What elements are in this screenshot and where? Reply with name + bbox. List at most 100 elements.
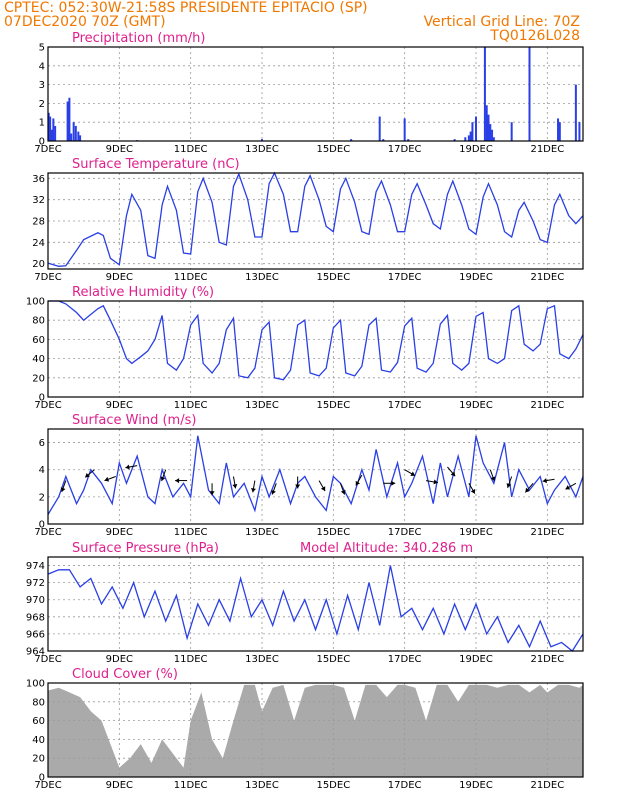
wind-arrow xyxy=(404,469,416,477)
cloud-ytick-label: 100 xyxy=(26,679,45,690)
precip-bar xyxy=(485,105,488,141)
cloud-frame xyxy=(47,682,584,778)
precip-xtick-label: 13DEC xyxy=(245,144,279,155)
wind-arrow-head xyxy=(506,483,512,488)
rh-xtick-label: 19DEC xyxy=(459,400,493,411)
temp-ytick-label: 36 xyxy=(32,174,45,185)
pressure-xtick-label: 19DEC xyxy=(459,654,493,665)
wind-arrow xyxy=(160,469,167,482)
pressure-xtick-label: 13DEC xyxy=(245,654,279,665)
precip-bar xyxy=(487,114,490,141)
precip-xtick-label: 17DEC xyxy=(388,144,422,155)
wind-arrow xyxy=(468,483,476,494)
precip-bar xyxy=(528,47,531,141)
cloud-xtick-label: 7DEC xyxy=(34,780,61,791)
wind-arrow-head xyxy=(175,478,180,484)
rh-xtick-label: 11DEC xyxy=(174,400,208,411)
pressure-ytick-label: 968 xyxy=(26,612,45,623)
wind-ytick-label: 0 xyxy=(39,520,45,531)
wind-arrow xyxy=(84,469,95,478)
temp-ytick-label: 24 xyxy=(32,238,45,249)
pressure-xtick-label: 15DEC xyxy=(316,654,350,665)
precip-bar xyxy=(261,139,263,141)
precip-xtick-label: 7DEC xyxy=(34,144,61,155)
precip-bar xyxy=(52,118,55,141)
precip-xtick-label: 15DEC xyxy=(316,144,350,155)
precip-bar xyxy=(469,131,472,141)
wind-arrow xyxy=(447,466,456,477)
panel-temp: Surface Temperature (nC) 20 24 28 32 36 7DEC 9… xyxy=(32,157,584,283)
rh-ytick-label: 20 xyxy=(32,373,45,384)
wind-arrow-head xyxy=(251,488,256,493)
precip-bar xyxy=(49,116,52,141)
wind-arrow xyxy=(125,464,138,470)
precip-bar xyxy=(68,97,71,141)
cloud-ytick-label: 40 xyxy=(32,735,45,746)
header-grid-line: Vertical Grid Line: 70Z xyxy=(423,14,580,30)
pressure-ytick-label: 970 xyxy=(26,595,45,606)
temp-xtick-label: 17DEC xyxy=(388,272,422,283)
wind-xtick-label: 17DEC xyxy=(388,527,422,538)
wind-arrow xyxy=(232,476,238,489)
precip-ytick-label: 5 xyxy=(39,43,45,54)
rh-ytick-label: 40 xyxy=(32,354,45,365)
rh-xtick-label: 7DEC xyxy=(34,400,61,411)
precip-ytick-label: 0 xyxy=(39,137,45,148)
pressure-line xyxy=(47,565,584,652)
header-station: CPTEC: 052:30W-21:58S PRESIDENTE EPITACI… xyxy=(4,0,368,16)
precip-bar xyxy=(489,124,492,141)
precip-xtick-label: 11DEC xyxy=(174,144,208,155)
wind-arrow-head xyxy=(209,491,215,496)
panel-cloud: Cloud Cover (%) 0 20 40 60 80 100 7DEC 9DEC 11DE… xyxy=(26,667,584,791)
wind-arrow xyxy=(251,480,256,493)
precip-bar xyxy=(407,139,410,141)
precip-bar xyxy=(50,129,53,141)
precip-bar xyxy=(491,129,494,141)
precip-bar xyxy=(403,118,406,141)
cloud-xtick-label: 21DEC xyxy=(530,780,564,791)
temp-xtick-label: 9DEC xyxy=(106,272,133,283)
precip-bar xyxy=(79,135,82,141)
rh-frame xyxy=(47,300,584,398)
wind-arrow-head xyxy=(525,487,530,493)
wind-arrow xyxy=(524,482,534,493)
header-datetime: 07DEC2020 70Z (GMT) xyxy=(4,14,166,30)
precip-title: Precipitation (mm/h) xyxy=(72,31,205,46)
precip-bar xyxy=(66,101,69,141)
rh-xtick-label: 17DEC xyxy=(388,400,422,411)
wind-arrow-head xyxy=(450,471,456,477)
wind-arrow-head xyxy=(340,489,346,495)
pressure-xtick-label: 11DEC xyxy=(174,654,208,665)
temp-xtick-label: 13DEC xyxy=(245,272,279,283)
wind-arrow xyxy=(355,474,363,486)
cloud-xtick-label: 9DEC xyxy=(106,780,133,791)
wind-arrow xyxy=(489,469,496,482)
wind-arrow-head xyxy=(391,480,396,486)
precip-bar xyxy=(578,122,581,141)
precip-bar xyxy=(558,122,561,141)
precip-xtick-label: 21DEC xyxy=(530,144,564,155)
wind-arrow xyxy=(425,479,438,485)
temp-title: Surface Temperature (nC) xyxy=(72,157,240,172)
wind-arrow xyxy=(339,483,346,495)
precip-bar xyxy=(467,135,470,141)
precip-bar xyxy=(492,137,495,141)
wind-xtick-label: 15DEC xyxy=(316,527,350,538)
wind-arrow xyxy=(209,483,215,496)
precip-bar xyxy=(574,84,577,141)
wind-arrow-head xyxy=(433,479,438,485)
panel-pressure: Surface Pressure (hPa) Model Altitude: 3… xyxy=(26,541,584,665)
panel-precip: Precipitation (mm/h) 0 1 2 3 4 5 7DEC 9DEC 11DEC… xyxy=(34,31,584,155)
precip-bar xyxy=(557,118,560,141)
precip-bar xyxy=(70,133,73,141)
wind-xtick-label: 11DEC xyxy=(174,527,208,538)
wind-arrow-head xyxy=(490,476,496,481)
pressure-ytick-label: 974 xyxy=(26,561,45,572)
wind-xtick-label: 9DEC xyxy=(106,527,133,538)
wind-ytick-label: 6 xyxy=(39,438,45,449)
wind-xtick-label: 7DEC xyxy=(34,527,61,538)
wind-arrow-head xyxy=(542,478,548,484)
temp-ytick-label: 28 xyxy=(32,217,45,228)
temp-line xyxy=(47,171,584,267)
pressure-frame xyxy=(47,556,584,652)
